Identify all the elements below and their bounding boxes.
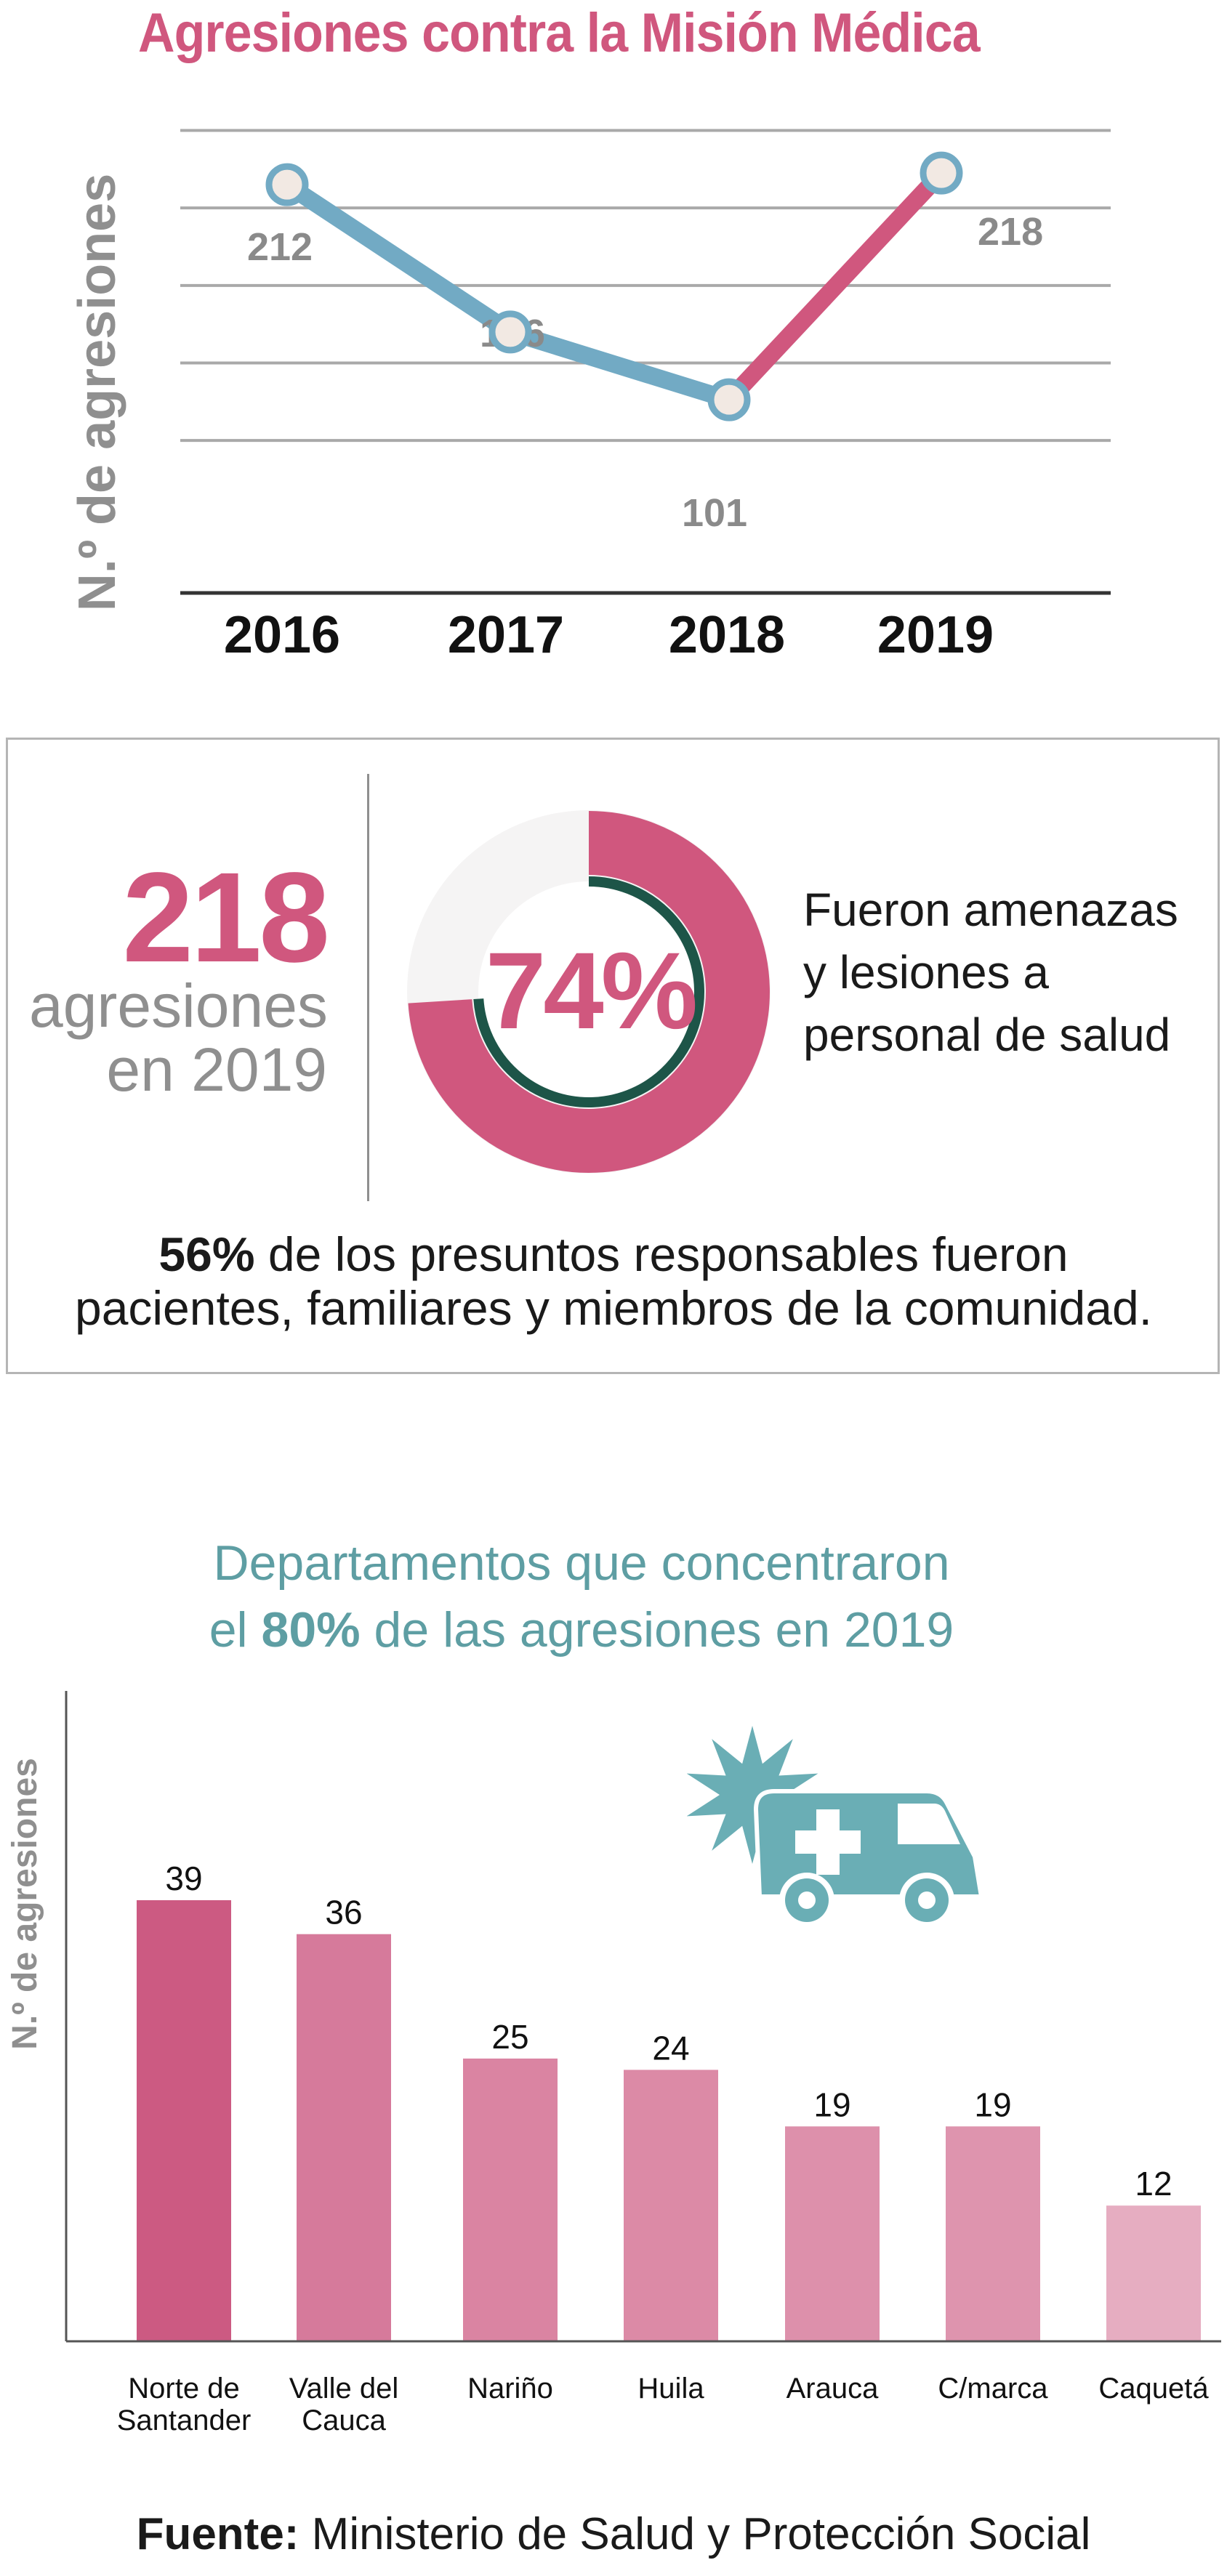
- bar-title-rest: de las agresiones en 2019: [360, 1602, 954, 1658]
- bar-data-label: 19: [974, 2086, 1011, 2123]
- bar-chart-title: Departamentos que concentraron el 80% de…: [73, 1530, 1090, 1664]
- bar: [297, 1934, 391, 2341]
- line-segment: [502, 323, 738, 409]
- bar-x-tick-label: Valle del: [289, 2373, 398, 2405]
- line-chart: N.º de agresiones21213610121820162017201…: [68, 129, 1111, 664]
- responsables-line2: pacientes, familiares y miembros de la c…: [74, 1280, 1152, 1335]
- bar-x-tick-label: Huila: [637, 2373, 704, 2405]
- responsables-percent: 56%: [158, 1227, 255, 1281]
- line-data-label: 101: [682, 491, 747, 535]
- donut-text-line1: Fueron amenazas: [803, 884, 1178, 936]
- line-point: [265, 163, 309, 206]
- bar-x-tick-label: Caquetá: [1098, 2373, 1209, 2405]
- bar-title-highlight: 80%: [261, 1602, 361, 1658]
- donut-percent-label: 74%: [486, 929, 696, 1051]
- bar-x-tick-label: Cauca: [302, 2405, 386, 2434]
- donut-arc: [408, 811, 770, 1173]
- source-text: Ministerio de Salud y Protección Social: [299, 2509, 1091, 2559]
- bar-title-el: el: [209, 1602, 262, 1658]
- line-data-label: 218: [978, 210, 1043, 254]
- line-x-tick-label: 2017: [448, 606, 564, 664]
- total-label-line2: en 2019: [106, 1035, 327, 1105]
- bar-data-label: 39: [165, 1860, 202, 1897]
- line-segment: [720, 164, 950, 409]
- responsables-text: 56% de los presuntos responsables fueron…: [22, 1227, 1205, 1336]
- bar-data-label: 24: [652, 2029, 689, 2067]
- donut-description: Fueron amenazas y lesiones a personal de…: [803, 879, 1178, 1066]
- total-agresiones-label: agresiones en 2019: [29, 972, 328, 1105]
- donut-center: [478, 881, 699, 1102]
- line-point: [488, 310, 532, 354]
- line-segment: [278, 176, 519, 341]
- line-point: [707, 378, 751, 421]
- responsables-line1: de los presuntos responsables fueron: [254, 1227, 1069, 1281]
- page-title: Agresiones contra la Misión Médica: [138, 2, 981, 64]
- bar-x-tick-label: C/marca: [938, 2373, 1048, 2405]
- bar-data-label: 25: [491, 2018, 528, 2056]
- line-x-tick-label: 2018: [669, 606, 785, 664]
- bar-x-tick-label: Norte de: [128, 2373, 239, 2405]
- bar: [785, 2126, 880, 2341]
- bar-data-label: 19: [813, 2086, 850, 2123]
- bar: [946, 2126, 1040, 2341]
- bar: [1106, 2205, 1201, 2341]
- bar-title-line1: Departamentos que concentraron: [213, 1535, 950, 1591]
- donut-inner-ring: [473, 876, 704, 1107]
- donut-text-line2: y lesiones a: [803, 945, 1049, 998]
- stat-box: [6, 738, 1220, 1374]
- bar-data-label: 36: [325, 1894, 362, 1931]
- donut-chart: 74%: [407, 810, 771, 1174]
- bar-data-label: 12: [1135, 2165, 1172, 2202]
- source-label: Fuente:: [136, 2509, 299, 2559]
- line-point: [920, 151, 963, 195]
- bar: [463, 2058, 558, 2341]
- bar: [137, 1900, 231, 2341]
- ambulance-icon: [687, 1726, 984, 1928]
- total-agresiones-number: 218: [122, 847, 330, 989]
- line-x-tick-label: 2019: [877, 606, 994, 664]
- line-x-tick-label: 2016: [224, 606, 340, 664]
- donut-text-line3: personal de salud: [803, 1008, 1171, 1061]
- source-footer: Fuente: Ministerio de Salud y Protección…: [0, 2508, 1227, 2560]
- bar: [624, 2070, 718, 2341]
- bar-y-axis-label: N.º de agresiones: [6, 1758, 44, 2050]
- line-y-axis-label: N.º de agresiones: [68, 174, 126, 612]
- total-label-line1: agresiones: [29, 972, 328, 1040]
- bar-x-tick-label: Nariño: [467, 2373, 553, 2405]
- vertical-divider: [367, 774, 369, 1201]
- bar-x-tick-label: Santander: [117, 2405, 252, 2434]
- bar-x-tick-label: Arauca: [787, 2373, 879, 2405]
- line-data-label: 212: [247, 225, 313, 269]
